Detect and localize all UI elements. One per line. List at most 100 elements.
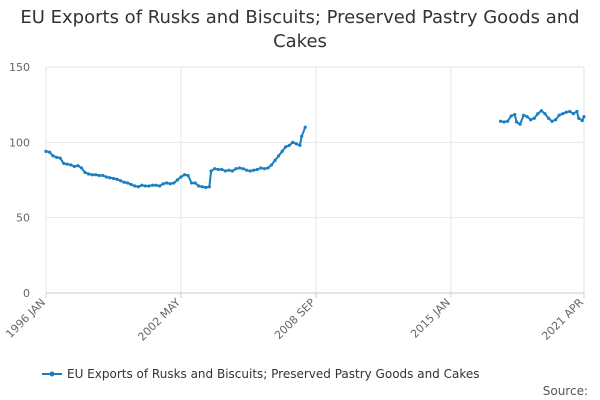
data-point[interactable] bbox=[277, 154, 281, 158]
data-point[interactable] bbox=[580, 118, 584, 123]
data-point[interactable] bbox=[122, 180, 126, 184]
data-point[interactable] bbox=[280, 149, 284, 153]
data-point[interactable] bbox=[294, 142, 298, 146]
data-point[interactable] bbox=[298, 143, 302, 147]
data-point[interactable] bbox=[502, 120, 506, 124]
data-point[interactable] bbox=[179, 175, 183, 179]
data-point[interactable] bbox=[44, 149, 48, 153]
data-point[interactable] bbox=[532, 116, 536, 120]
data-point[interactable] bbox=[509, 114, 513, 118]
data-point[interactable] bbox=[227, 168, 231, 172]
data-point[interactable] bbox=[83, 170, 87, 175]
data-point[interactable] bbox=[234, 167, 238, 171]
data-point[interactable] bbox=[561, 112, 565, 116]
data-point[interactable] bbox=[118, 179, 123, 183]
data-point[interactable] bbox=[245, 168, 249, 172]
data-point[interactable] bbox=[129, 182, 133, 187]
data-point[interactable] bbox=[47, 150, 52, 154]
data-point[interactable] bbox=[104, 175, 108, 179]
data-point[interactable] bbox=[513, 112, 517, 117]
data-point[interactable] bbox=[158, 184, 162, 188]
data-point[interactable] bbox=[150, 183, 155, 187]
legend[interactable]: EU Exports of Rusks and Biscuits; Preser… bbox=[42, 367, 480, 381]
data-point[interactable] bbox=[97, 173, 101, 178]
data-point[interactable] bbox=[213, 167, 217, 171]
data-point[interactable] bbox=[101, 173, 105, 178]
data-point[interactable] bbox=[287, 143, 291, 147]
data-point[interactable] bbox=[514, 120, 519, 124]
data-point[interactable] bbox=[133, 184, 137, 188]
data-point[interactable] bbox=[172, 181, 176, 185]
data-point[interactable] bbox=[69, 163, 73, 167]
data-point[interactable] bbox=[87, 172, 91, 176]
data-point[interactable] bbox=[186, 173, 190, 178]
data-point[interactable] bbox=[506, 119, 510, 123]
data-point[interactable] bbox=[291, 140, 295, 144]
data-point[interactable] bbox=[204, 185, 208, 190]
data-point[interactable] bbox=[220, 167, 224, 172]
data-point[interactable] bbox=[62, 161, 66, 166]
data-point[interactable] bbox=[230, 169, 235, 173]
data-point[interactable] bbox=[543, 112, 547, 116]
data-point[interactable] bbox=[303, 125, 307, 129]
data-point[interactable] bbox=[126, 181, 130, 185]
data-point[interactable] bbox=[182, 173, 187, 177]
data-point[interactable] bbox=[94, 173, 98, 177]
data-point[interactable] bbox=[255, 167, 259, 172]
data-point[interactable] bbox=[79, 166, 84, 170]
data-point[interactable] bbox=[223, 169, 227, 173]
data-point[interactable] bbox=[168, 182, 172, 186]
data-point[interactable] bbox=[273, 158, 277, 163]
data-point[interactable] bbox=[553, 118, 558, 122]
data-point[interactable] bbox=[252, 168, 256, 172]
data-point[interactable] bbox=[193, 181, 197, 185]
data-point[interactable] bbox=[136, 185, 140, 189]
data-point[interactable] bbox=[140, 183, 144, 187]
data-point[interactable] bbox=[111, 176, 116, 181]
data-point[interactable] bbox=[577, 116, 581, 120]
data-point[interactable] bbox=[564, 110, 568, 114]
data-point[interactable] bbox=[115, 177, 119, 181]
data-point[interactable] bbox=[207, 185, 211, 189]
data-point[interactable] bbox=[300, 134, 304, 138]
data-point[interactable] bbox=[72, 164, 77, 169]
data-point[interactable] bbox=[575, 109, 579, 114]
data-point[interactable] bbox=[90, 173, 94, 177]
data-point[interactable] bbox=[248, 169, 252, 173]
data-point[interactable] bbox=[568, 109, 572, 114]
data-point[interactable] bbox=[262, 167, 266, 171]
data-point[interactable] bbox=[269, 163, 274, 167]
data-point[interactable] bbox=[190, 181, 194, 185]
data-point[interactable] bbox=[55, 155, 59, 159]
data-point[interactable] bbox=[550, 119, 554, 123]
data-point[interactable] bbox=[58, 156, 62, 160]
data-point[interactable] bbox=[154, 183, 158, 187]
data-point[interactable] bbox=[557, 113, 561, 117]
data-point[interactable] bbox=[522, 113, 526, 117]
data-point[interactable] bbox=[51, 154, 55, 158]
data-point[interactable] bbox=[259, 166, 263, 170]
data-point[interactable] bbox=[525, 115, 529, 119]
data-point[interactable] bbox=[200, 185, 204, 189]
data-point[interactable] bbox=[197, 184, 201, 188]
data-point[interactable] bbox=[216, 167, 220, 172]
data-point[interactable] bbox=[284, 145, 288, 149]
data-point[interactable] bbox=[65, 162, 69, 166]
data-point[interactable] bbox=[546, 116, 551, 120]
data-point[interactable] bbox=[571, 112, 575, 116]
data-point[interactable] bbox=[582, 115, 586, 119]
data-point[interactable] bbox=[529, 118, 533, 122]
data-point[interactable] bbox=[147, 184, 151, 188]
data-point[interactable] bbox=[143, 184, 148, 188]
data-point[interactable] bbox=[518, 122, 522, 126]
data-point[interactable] bbox=[175, 178, 179, 182]
data-point[interactable] bbox=[241, 167, 245, 171]
data-point[interactable] bbox=[498, 119, 503, 123]
data-point[interactable] bbox=[165, 181, 169, 185]
data-point[interactable] bbox=[266, 166, 270, 170]
data-point[interactable] bbox=[536, 112, 540, 116]
data-point[interactable] bbox=[209, 169, 213, 173]
data-point[interactable] bbox=[108, 176, 112, 180]
data-point[interactable] bbox=[76, 164, 80, 168]
data-point[interactable] bbox=[237, 166, 242, 170]
